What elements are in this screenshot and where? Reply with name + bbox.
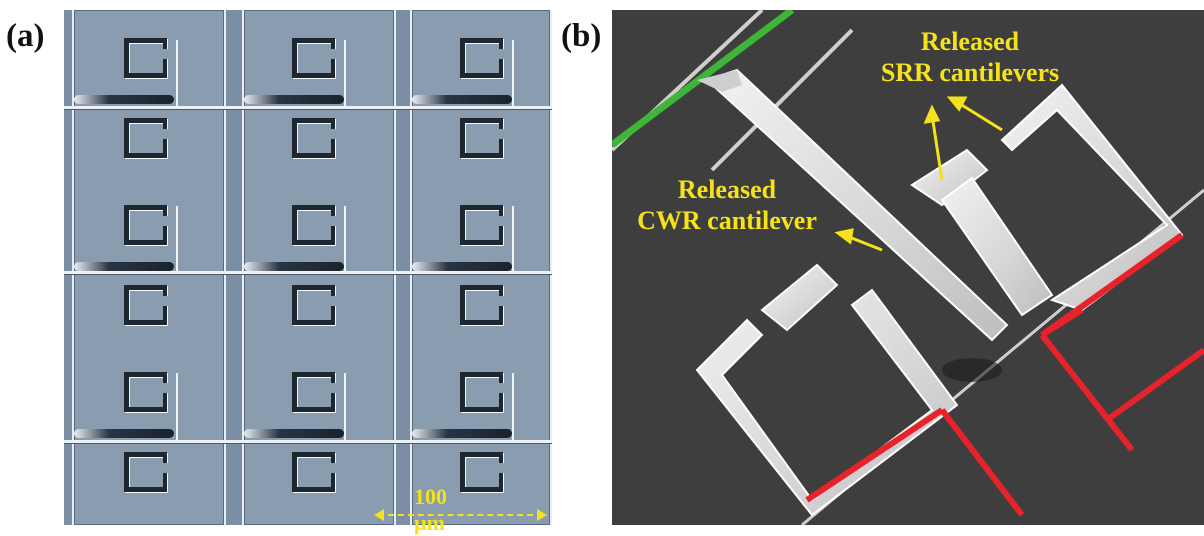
srr-resonator	[292, 38, 337, 78]
cwr-cantilever	[244, 95, 344, 104]
annotation-arrows	[834, 96, 1003, 252]
srr-resonator	[292, 205, 337, 245]
annotation-srr: Released SRR cantilevers	[850, 26, 1090, 88]
srr-resonator	[460, 118, 505, 158]
srr-resonator	[292, 118, 337, 158]
annotation-cwr-line2: CWR cantilever	[637, 206, 817, 235]
srr-resonator	[460, 285, 505, 325]
annotation-cwr: Released CWR cantilever	[612, 174, 842, 236]
connector-line	[344, 40, 346, 106]
connector-line	[176, 40, 178, 106]
scale-bar-label: 100 µm	[414, 484, 447, 535]
connector-line	[344, 206, 346, 271]
srr-resonator	[124, 285, 169, 325]
cwr-cantilever	[244, 429, 344, 438]
scale-bar	[378, 514, 543, 516]
scale-bar-arrow-left	[374, 509, 384, 521]
cwr-cantilever	[74, 95, 174, 104]
connector-line	[512, 206, 514, 271]
sem-drawing	[612, 10, 1204, 525]
srr-resonator	[124, 118, 169, 158]
connector-line	[512, 373, 514, 440]
cell-divider	[64, 440, 552, 443]
annotation-srr-line1: Released	[920, 27, 1020, 56]
connector-line	[512, 40, 514, 106]
cwr-cantilever	[412, 262, 512, 271]
srr-resonator	[292, 452, 337, 492]
connector-line	[344, 373, 346, 440]
cwr-cantilever	[412, 95, 512, 104]
cwr-cantilever	[74, 262, 174, 271]
cell-divider	[64, 271, 552, 274]
connector-line	[176, 373, 178, 440]
srr-resonator	[124, 205, 169, 245]
green-signal-line	[612, 10, 795, 148]
srr-resonator	[460, 205, 505, 245]
sem-image-panel: Released SRR cantilevers Released CWR ca…	[612, 10, 1204, 525]
srr-cantilever-lower	[695, 263, 959, 517]
srr-resonator	[460, 452, 505, 492]
srr-resonator	[124, 372, 169, 412]
red-signal-lines	[805, 232, 1204, 517]
srr-resonator	[460, 38, 505, 78]
scale-bar-arrow-right	[537, 509, 547, 521]
srr-resonator	[124, 38, 169, 78]
srr-resonator	[292, 285, 337, 325]
panel-b-label: (b)	[561, 18, 602, 54]
annotation-cwr-line1: Released	[677, 175, 777, 204]
cwr-cantilever	[244, 262, 344, 271]
cwr-cantilever	[74, 429, 174, 438]
panel-a-label: (a)	[6, 18, 45, 54]
srr-resonator	[292, 372, 337, 412]
srr-cantilever-upper	[910, 83, 1184, 317]
optical-micrograph-panel	[64, 10, 552, 525]
cwr-cantilever	[412, 429, 512, 438]
annotation-srr-line2: SRR cantilevers	[880, 58, 1060, 87]
connector-line	[176, 206, 178, 271]
srr-resonator	[460, 372, 505, 412]
cell-divider	[64, 106, 552, 109]
srr-resonator	[124, 452, 169, 492]
